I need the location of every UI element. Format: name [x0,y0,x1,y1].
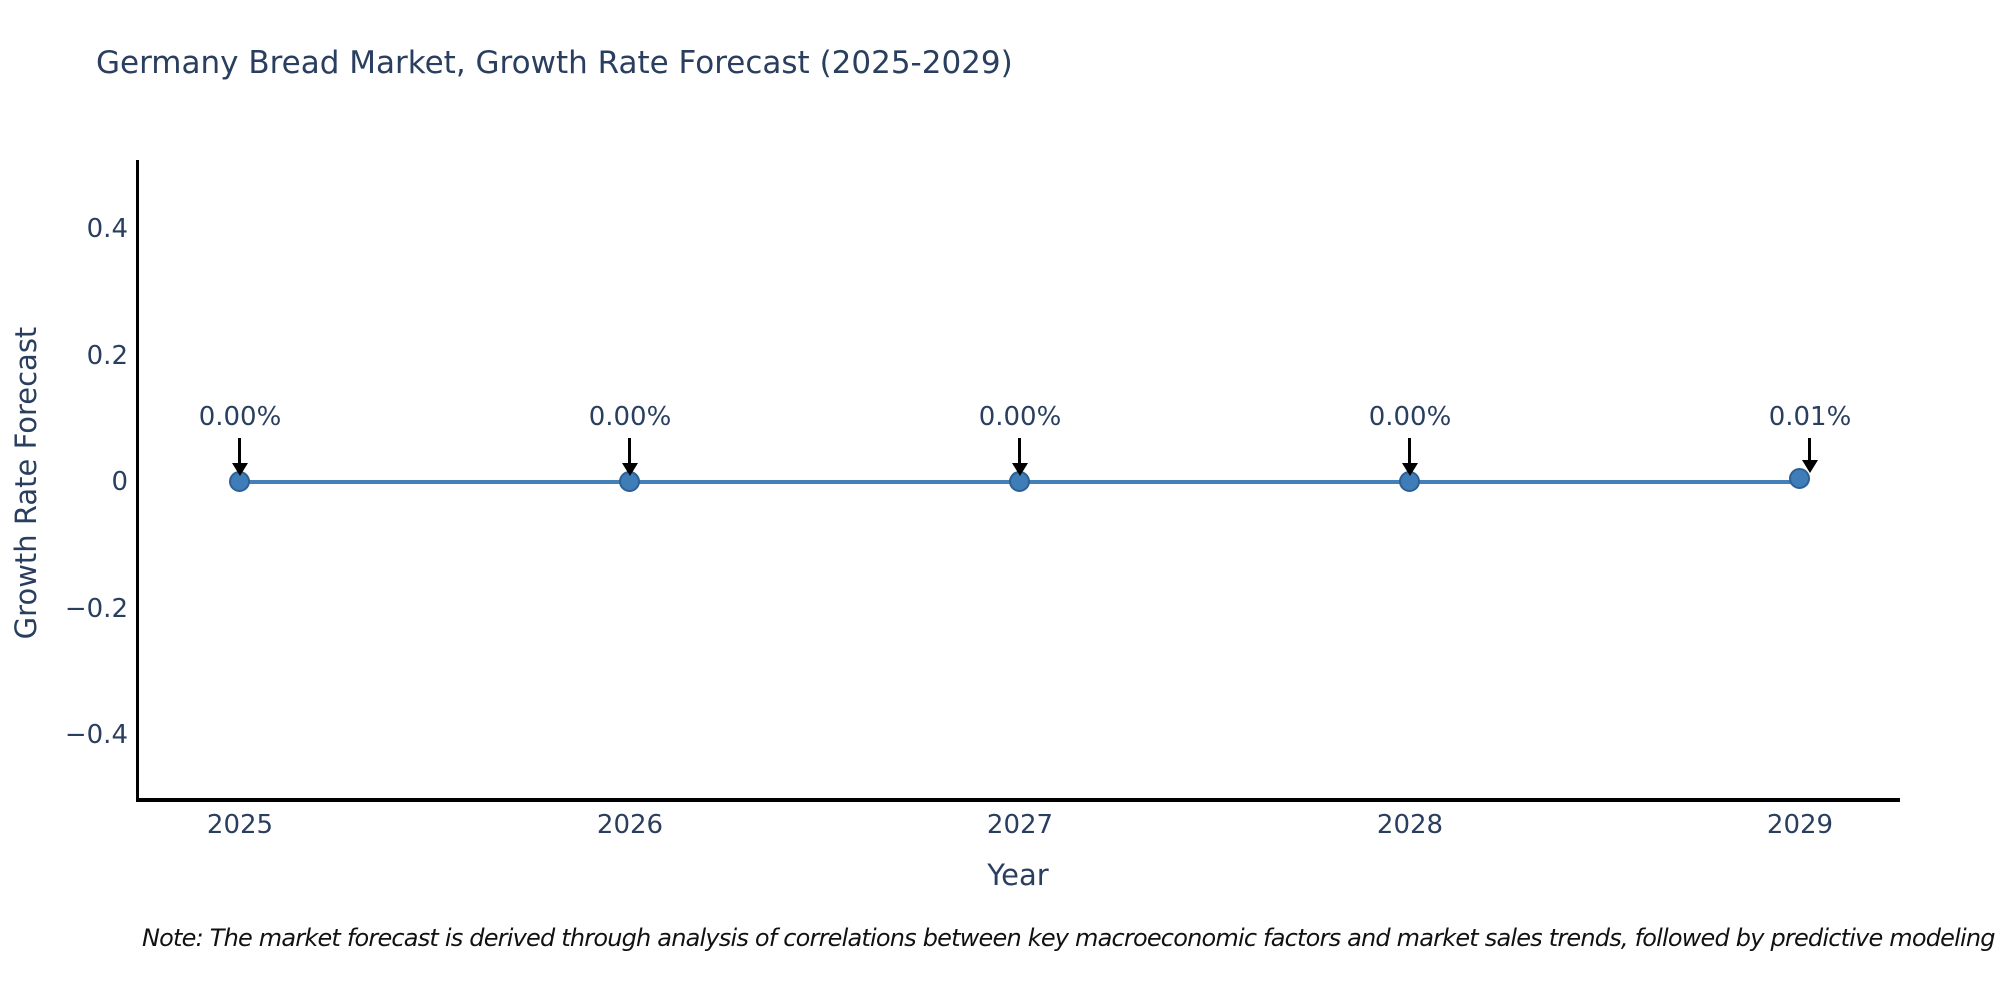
annotation-label: 0.00% [198,402,282,432]
annotation-arrow-shaft [1408,438,1411,465]
y-axis-line [136,160,139,801]
annotation-label: 0.00% [978,402,1062,432]
arrow-down-icon [622,463,638,476]
annotation-label: 0.01% [1768,402,1852,432]
y-axis-title: Growth Rate Forecast [9,326,43,640]
y-tick-label: 0.2 [86,341,128,371]
x-axis-title: Year [987,858,1049,892]
data-point-marker-2029 [1789,468,1810,489]
annotation-arrow-shaft [1808,438,1811,462]
x-tick-label: 2027 [986,810,1054,840]
annotation-arrow-shaft [238,438,241,465]
x-axis-line [136,798,1900,802]
x-tick-label: 2025 [206,810,274,840]
annotation-arrow-shaft [1018,438,1021,465]
arrow-down-icon [1402,463,1418,476]
annotation-label: 0.00% [588,402,672,432]
y-tick-label: −0.4 [64,720,128,750]
arrow-down-icon [1802,460,1818,473]
y-tick-label: −0.2 [64,594,128,624]
annotation-arrow-shaft [628,438,631,465]
x-tick-label: 2026 [596,810,664,840]
x-tick-label: 2029 [1766,810,1834,840]
arrow-down-icon [232,463,248,476]
y-tick-label: 0 [111,467,128,497]
y-tick-label: 0.4 [86,214,128,244]
annotation-label: 0.00% [1368,402,1452,432]
chart-note: Note: The market forecast is derived thr… [142,924,2000,952]
x-tick-label: 2028 [1376,810,1444,840]
arrow-down-icon [1012,463,1028,476]
chart-title: Germany Bread Market, Growth Rate Foreca… [96,45,1013,81]
